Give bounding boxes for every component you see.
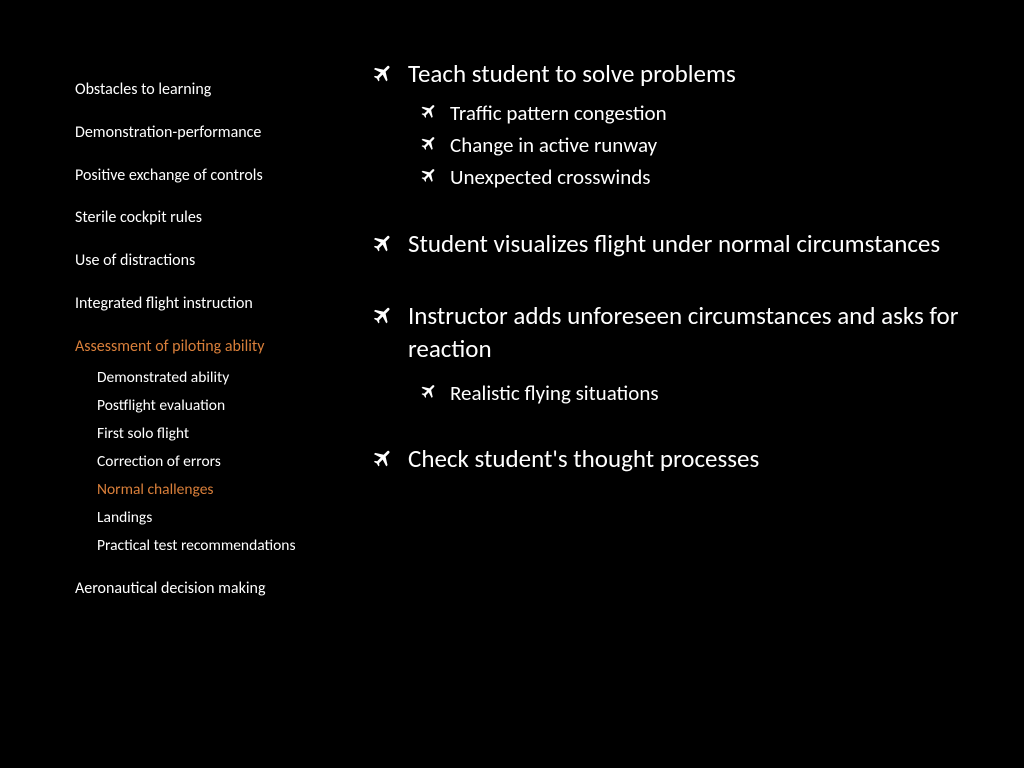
bullet-text: Check student's thought processes <box>408 443 759 476</box>
nav-subitem[interactable]: First solo flight <box>97 424 355 444</box>
bullet-text: Change in active runway <box>450 131 657 159</box>
bullet-text: Instructor adds unforeseen circumstances… <box>408 300 972 365</box>
airplane-icon <box>420 134 450 152</box>
bullet-level2: Traffic pattern congestion <box>420 99 972 127</box>
sidebar-nav: Obstacles to learning Demonstration-perf… <box>75 80 355 621</box>
nav-item[interactable]: Integrated flight instruction <box>75 294 355 315</box>
bullet-level1: Instructor adds unforeseen circumstances… <box>372 300 972 365</box>
nav-item[interactable]: Use of distractions <box>75 251 355 272</box>
airplane-icon <box>420 382 450 400</box>
airplane-icon <box>372 232 408 254</box>
nav-subitem-active[interactable]: Normal challenges <box>97 480 355 500</box>
nav-item[interactable]: Aeronautical decision making <box>75 579 355 600</box>
nav-item[interactable]: Positive exchange of controls <box>75 166 355 187</box>
nav-item[interactable]: Sterile cockpit rules <box>75 208 355 229</box>
airplane-icon <box>372 62 408 84</box>
nav-item-active[interactable]: Assessment of piloting ability <box>75 337 355 358</box>
bullet-level1: Teach student to solve problems <box>372 58 972 91</box>
bullet-text: Teach student to solve problems <box>408 58 736 91</box>
nav-subitem[interactable]: Postflight evaluation <box>97 396 355 416</box>
bullet-text: Unexpected crosswinds <box>450 163 651 191</box>
bullet-text: Realistic flying situations <box>450 379 659 407</box>
airplane-icon <box>372 304 408 326</box>
bullet-text: Student visualizes flight under normal c… <box>408 228 940 261</box>
bullet-text: Traffic pattern congestion <box>450 99 667 127</box>
airplane-icon <box>420 102 450 120</box>
nav-subitem[interactable]: Correction of errors <box>97 452 355 472</box>
nav-sublist: Demonstrated ability Postflight evaluati… <box>97 368 355 557</box>
nav-subitem[interactable]: Practical test recommendations <box>97 536 355 556</box>
bullet-level2: Unexpected crosswinds <box>420 163 972 191</box>
bullet-level2: Realistic flying situations <box>420 379 972 407</box>
airplane-icon <box>372 447 408 469</box>
nav-subitem[interactable]: Demonstrated ability <box>97 368 355 388</box>
bullet-level2: Change in active runway <box>420 131 972 159</box>
bullet-level1: Check student's thought processes <box>372 443 972 476</box>
slide-content: Teach student to solve problems Traffic … <box>372 58 972 484</box>
nav-item[interactable]: Obstacles to learning <box>75 80 355 101</box>
nav-item[interactable]: Demonstration-performance <box>75 123 355 144</box>
bullet-level1: Student visualizes flight under normal c… <box>372 228 972 261</box>
nav-subitem[interactable]: Landings <box>97 508 355 528</box>
airplane-icon <box>420 166 450 184</box>
